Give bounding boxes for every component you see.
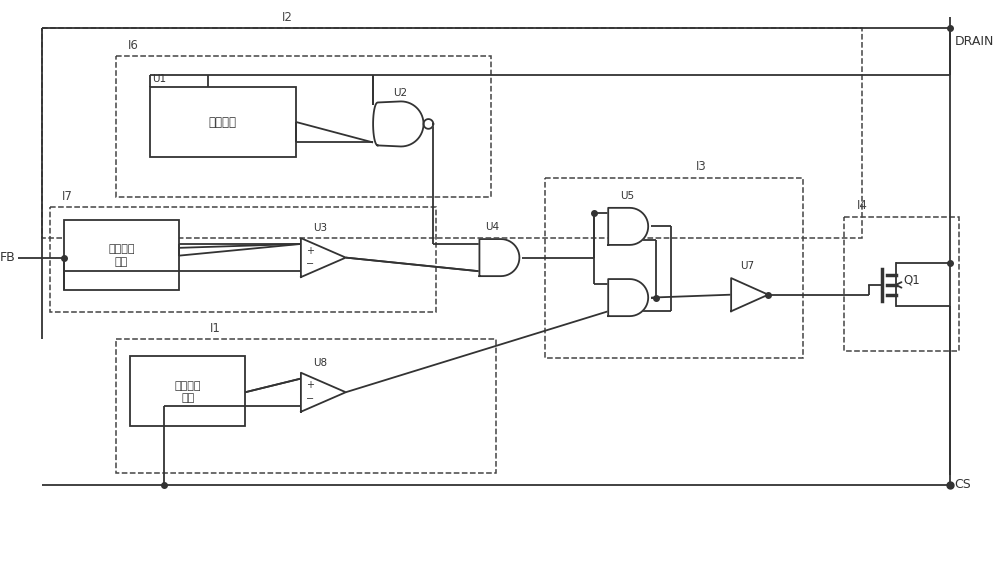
- Text: FB: FB: [0, 251, 15, 264]
- Polygon shape: [301, 238, 346, 277]
- Bar: [64, 220, 179, 290]
- Text: U2: U2: [394, 88, 408, 97]
- Polygon shape: [301, 373, 346, 412]
- Text: Q1: Q1: [904, 274, 921, 287]
- Text: I3: I3: [696, 160, 707, 173]
- Bar: [116, 56, 491, 197]
- Text: I2: I2: [281, 11, 292, 24]
- Text: U4: U4: [485, 222, 499, 232]
- Polygon shape: [608, 208, 648, 245]
- Text: I7: I7: [62, 190, 73, 203]
- Text: 第二参考
电压: 第二参考 电压: [108, 244, 135, 267]
- Text: I4: I4: [857, 199, 868, 212]
- Text: CS: CS: [955, 479, 971, 491]
- Text: 第一参考
电压: 第一参考 电压: [174, 381, 201, 404]
- Text: U1: U1: [153, 74, 167, 84]
- Text: 时延单元: 时延单元: [209, 117, 237, 129]
- Polygon shape: [479, 239, 519, 276]
- Bar: [42, 28, 862, 238]
- Text: U6: U6: [620, 297, 634, 307]
- Bar: [545, 177, 803, 358]
- Bar: [50, 207, 436, 312]
- Bar: [130, 356, 245, 426]
- Text: +: +: [306, 246, 314, 256]
- Text: U7: U7: [740, 261, 754, 271]
- Text: −: −: [306, 260, 314, 270]
- Text: I6: I6: [128, 39, 139, 52]
- Text: DRAIN: DRAIN: [955, 34, 994, 47]
- Polygon shape: [608, 279, 648, 316]
- Text: +: +: [306, 381, 314, 390]
- Polygon shape: [373, 101, 423, 146]
- Text: −: −: [306, 394, 314, 404]
- Bar: [116, 338, 496, 473]
- Polygon shape: [424, 119, 433, 129]
- Text: U3: U3: [314, 223, 328, 233]
- Bar: [150, 87, 296, 157]
- Polygon shape: [731, 278, 768, 311]
- Text: U5: U5: [620, 191, 634, 201]
- Text: I1: I1: [210, 321, 221, 334]
- Text: U8: U8: [314, 358, 328, 368]
- Bar: [844, 217, 959, 351]
